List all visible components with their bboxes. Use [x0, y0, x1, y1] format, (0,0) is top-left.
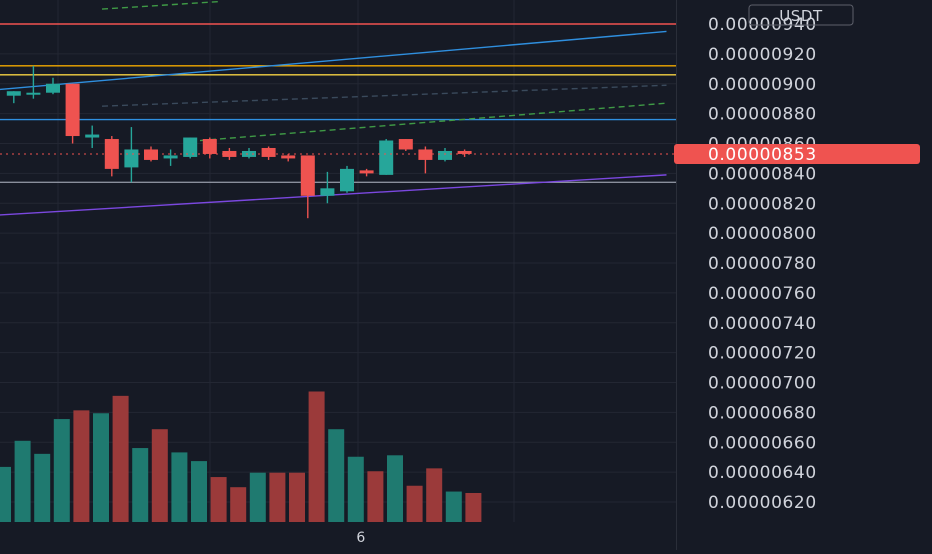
- candle-body: [418, 149, 432, 159]
- candle-body: [301, 155, 315, 195]
- candle-body: [340, 169, 354, 191]
- candle-body: [203, 139, 217, 154]
- candle: [281, 154, 295, 161]
- price-tick-label: 0.00000820: [708, 194, 817, 214]
- volume-bar: [73, 410, 89, 522]
- candle-body: [124, 149, 138, 167]
- candle: [26, 66, 40, 99]
- candle: [379, 139, 393, 175]
- price-tick-label: 0.00000840: [708, 164, 817, 184]
- candle-body: [183, 138, 197, 157]
- currency-label[interactable]: USDT: [779, 7, 823, 25]
- candle-body: [164, 155, 178, 158]
- price-tick-label: 0.00000620: [708, 493, 817, 513]
- volume-bar: [465, 493, 481, 522]
- price-tick-label: 0.00000800: [708, 224, 817, 244]
- horizontal-levels-layer: [0, 24, 676, 182]
- candle-body: [399, 139, 413, 149]
- volume-bar: [211, 477, 227, 522]
- time-tick-label: 6: [356, 530, 365, 546]
- volume-bar: [152, 429, 168, 522]
- candle-body: [379, 141, 393, 175]
- volume-bar: [191, 461, 207, 522]
- volume-bar: [446, 492, 462, 522]
- volume-bar: [407, 486, 423, 522]
- candle: [105, 136, 119, 176]
- candle: [203, 138, 217, 159]
- candle: [458, 149, 472, 156]
- candle: [262, 146, 276, 159]
- candle-body: [144, 149, 158, 159]
- candle-body: [26, 93, 40, 95]
- candle: [438, 148, 452, 161]
- candle: [124, 127, 138, 182]
- trend-line: [200, 103, 666, 140]
- candle: [320, 172, 334, 203]
- current-price-tag: 0.00000853: [674, 144, 920, 165]
- volume-bar: [0, 467, 11, 522]
- volume-bar: [387, 455, 403, 522]
- candle: [66, 84, 80, 144]
- candles-layer: [7, 66, 472, 218]
- trend-lines-layer: [0, 2, 666, 216]
- volume-bar: [289, 473, 305, 522]
- trend-line: [102, 85, 666, 106]
- volume-bar: [132, 448, 148, 522]
- candle: [418, 146, 432, 173]
- candle-body: [360, 170, 374, 173]
- volume-bar: [171, 452, 187, 522]
- candle: [164, 149, 178, 165]
- volume-bar: [54, 419, 70, 522]
- price-tick-label: 0.00000900: [708, 75, 817, 95]
- candle: [340, 166, 354, 193]
- price-tick-label: 0.00000640: [708, 463, 817, 483]
- price-tick-label: 0.00000880: [708, 105, 817, 125]
- price-tick-label: 0.00000660: [708, 433, 817, 453]
- volume-bar: [269, 473, 285, 522]
- volume-bar: [250, 473, 266, 522]
- candle-body: [320, 188, 334, 195]
- candle: [183, 138, 197, 159]
- candle: [360, 169, 374, 176]
- price-tick-label: 0.00000700: [708, 374, 817, 394]
- candle-body: [281, 155, 295, 158]
- volume-bar: [426, 468, 442, 522]
- trend-line: [0, 31, 666, 89]
- candle-body: [7, 91, 21, 95]
- price-axis[interactable]: 0.000009400.000009200.000009000.00000880…: [708, 15, 817, 513]
- volume-bar: [348, 457, 364, 522]
- volume-bar: [328, 429, 344, 522]
- candle-body: [105, 139, 119, 169]
- candle: [301, 155, 315, 218]
- volume-bar: [309, 392, 325, 523]
- volume-bar: [93, 413, 109, 522]
- current-price-label: 0.00000853: [708, 145, 817, 165]
- candle-body: [438, 151, 452, 160]
- price-tick-label: 0.00000740: [708, 314, 817, 334]
- candle: [399, 139, 413, 151]
- candle-body: [46, 84, 60, 93]
- price-tick-label: 0.00000680: [708, 403, 817, 423]
- volume-bar: [15, 441, 31, 522]
- candle-body: [66, 84, 80, 136]
- candle: [7, 91, 21, 103]
- trend-line: [102, 2, 220, 9]
- price-tick-label: 0.00000780: [708, 254, 817, 274]
- candle-body: [85, 135, 99, 138]
- price-tick-label: 0.00000760: [708, 284, 817, 304]
- candle: [242, 148, 256, 158]
- candle-body: [262, 148, 276, 157]
- candle: [85, 126, 99, 148]
- price-tick-label: 0.00000920: [708, 45, 817, 65]
- volume-bar: [113, 396, 129, 522]
- time-axis[interactable]: 6: [356, 530, 365, 546]
- volume-bar: [34, 454, 50, 522]
- volume-bar: [367, 471, 383, 522]
- price-tick-label: 0.00000720: [708, 344, 817, 364]
- volume-bar: [230, 487, 246, 522]
